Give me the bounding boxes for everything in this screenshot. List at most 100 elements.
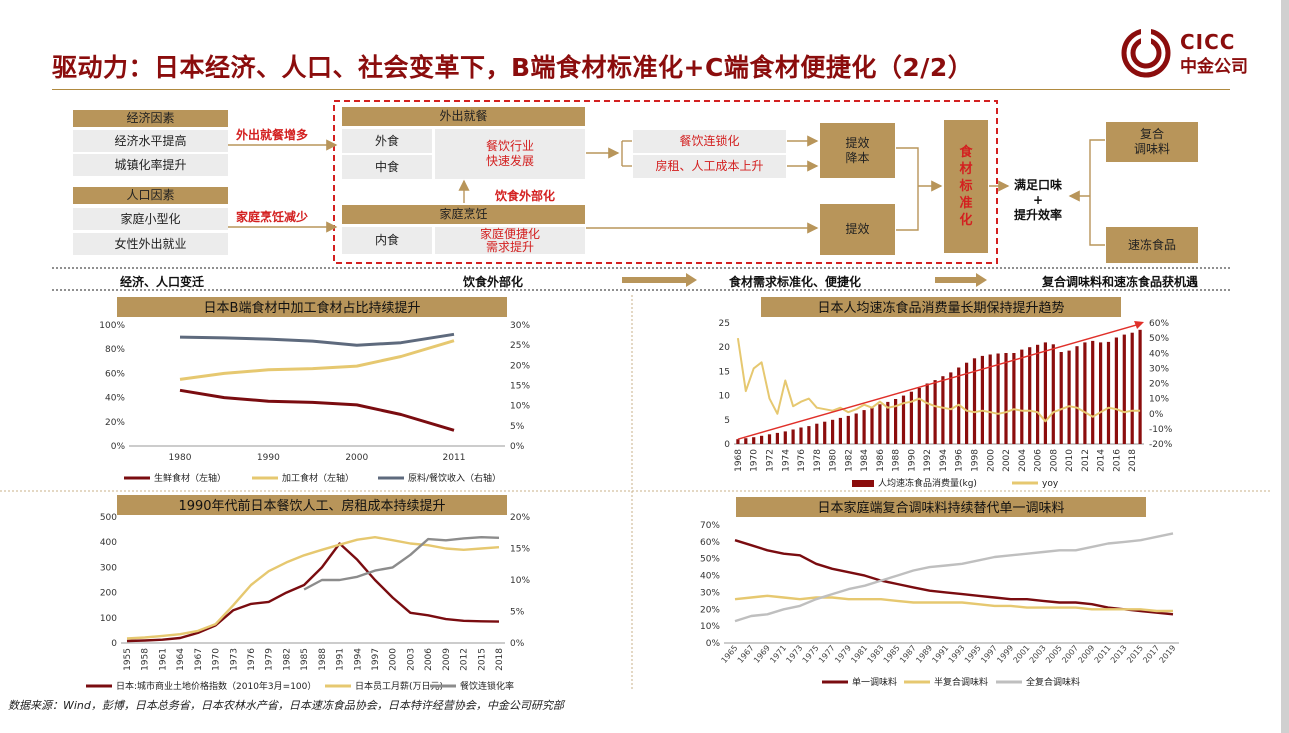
std-c5: 化 — [959, 213, 973, 228]
y2-tick-label: 20% — [1149, 380, 1169, 390]
trend-arrowhead — [1134, 320, 1145, 329]
trend-line — [737, 323, 1141, 440]
outsourcing-label: 饮食外部化 — [495, 189, 556, 203]
x-tick-label: 1955 — [123, 648, 133, 671]
chart-title-bg — [117, 297, 507, 317]
chart-frozen-food-consumption: 日本人均速冻食品消费量长期保持提升趋势 0 5 10 15 20 25 -20% -10% 0% 1… — [719, 297, 1173, 489]
bar — [862, 410, 866, 444]
x-tick-label: 2000 — [345, 453, 368, 463]
dining-effect-line1: 餐饮行业 — [485, 139, 534, 153]
x-tick-label: 1980 — [829, 449, 839, 472]
y2-tick-label: 5% — [510, 422, 525, 432]
y-tick-label: 0% — [706, 639, 721, 649]
series-line — [734, 532, 1174, 623]
bar — [1020, 349, 1024, 444]
x-tick-label: 1961 — [158, 648, 168, 671]
x-tick-label: 1987 — [898, 644, 918, 665]
x-tick-label: 2011 — [1093, 644, 1113, 665]
x-tick-label: 1991 — [336, 648, 346, 671]
y-tick-label: 70% — [700, 521, 720, 531]
bar — [767, 434, 772, 444]
y-tick-label: 500 — [100, 513, 117, 523]
y-tick-label: 50% — [700, 555, 720, 565]
y-tick-label: 20 — [719, 343, 731, 353]
y2-tick-label: 40% — [1149, 349, 1169, 359]
bar — [807, 426, 811, 444]
x-tick-label: 2006 — [1034, 449, 1044, 472]
x-tick-label: 1991 — [930, 644, 950, 665]
x-tick-label: 2006 — [424, 648, 434, 671]
x-tick-label: 1964 — [176, 648, 186, 671]
bar — [941, 376, 945, 444]
bar — [886, 401, 890, 444]
page-title: 驱动力：日本经济、人口、社会变革下，B端食材标准化+C端食材便捷化（2/2） — [52, 53, 974, 82]
y-tick-label: 400 — [100, 538, 117, 548]
flow-label-1: 经济、人口变迁 — [120, 275, 205, 289]
bar — [1059, 352, 1063, 444]
x-tick-label: 2019 — [1158, 644, 1178, 665]
title-underline — [52, 89, 1230, 90]
legend-label: 全复合调味料 — [1026, 676, 1080, 688]
x-tick-label: 1970 — [750, 449, 760, 472]
series-line — [179, 388, 455, 432]
series-line — [126, 542, 500, 643]
x-tick-label: 2016 — [1112, 449, 1122, 472]
x-tick-label: 1990 — [907, 449, 917, 472]
y2-tick-label: 10% — [510, 402, 530, 412]
x-tick-label: 1978 — [813, 449, 823, 472]
series-line — [734, 539, 1174, 616]
compound-seasoning-box: 复合 调味料 — [1106, 122, 1198, 162]
chart-processed-food-share: 日本B端食材中加工食材占比持续提升 0% 20% 40% 60% 80% 100% 0% 5% 1… — [99, 297, 530, 484]
bar — [870, 407, 874, 444]
arrow-label-home-cooking: 家庭烹饪减少 — [236, 210, 309, 224]
x-tick-label: 1990 — [257, 453, 280, 463]
x-tick-label: 1965 — [720, 644, 740, 665]
x-tick-label: 1970 — [212, 648, 222, 671]
x-tick-label: 1981 — [849, 644, 869, 665]
bar — [925, 383, 929, 444]
y-tick-label: 60% — [105, 369, 125, 379]
legend-label: 日本:城市商业土地价格指数（2010年3月=100） — [116, 680, 316, 692]
x-tick-label: 1984 — [860, 449, 870, 472]
x-tick-label: 1973 — [229, 648, 239, 671]
legend-label: 日本员工月薪(万日元) — [355, 680, 443, 692]
y-tick-label: 100% — [99, 321, 125, 331]
x-tick-label: 2008 — [1049, 449, 1059, 472]
x-tick-label: 1976 — [247, 648, 257, 671]
chart-seasoning-substitution: 日本家庭端复合调味料持续替代单一调味料 0% 10% 20% 30% 40% 50% 60% 7… — [700, 497, 1179, 688]
y2-tick-label: -20% — [1149, 440, 1173, 450]
bar — [1106, 341, 1111, 444]
x-tick-label: 2010 — [1065, 449, 1075, 472]
x-tick-label: 2017 — [1141, 644, 1161, 665]
bar — [744, 438, 748, 444]
x-tick-label: 1994 — [939, 449, 949, 472]
std-c2: 材 — [959, 162, 973, 177]
y2-tick-label: 10% — [1149, 395, 1169, 405]
source-note: 数据来源：Wind，彭博，日本总务省，日本农林水产省，日本速冻食品协会，日本特许… — [8, 699, 564, 712]
y2-tick-label: 20% — [510, 361, 530, 371]
std-c1: 食 — [959, 145, 973, 160]
y-tick-label: 100 — [100, 614, 117, 624]
x-tick-label: 1967 — [194, 648, 204, 671]
cicc-logo-icon — [1121, 28, 1171, 78]
yoy-line — [736, 337, 1141, 423]
x-tick-label: 1996 — [955, 449, 965, 472]
x-tick-label: 2012 — [460, 648, 470, 671]
satisfy-line3: 提升效率 — [1013, 207, 1062, 222]
x-tick-label: 1972 — [765, 449, 775, 472]
x-tick-label: 2000 — [389, 648, 399, 671]
bar — [815, 423, 819, 444]
x-tick-label: 1992 — [923, 449, 933, 472]
bar — [980, 355, 984, 444]
x-tick-label: 1969 — [752, 644, 772, 665]
logo-cn: 中金公司 — [1180, 57, 1248, 77]
chart-restaurant-costs: 1990年代前日本餐饮人工、房租成本持续提升 0 100 200 300 400 500 0%… — [86, 495, 530, 692]
bar — [909, 391, 913, 444]
legend-label: 原料/餐饮收入（右轴） — [408, 472, 501, 484]
bar — [775, 432, 779, 444]
dining-item-2: 中食 — [342, 155, 432, 179]
bar — [846, 415, 850, 444]
x-tick-label: 2002 — [1002, 449, 1012, 472]
bar — [1012, 353, 1016, 444]
x-tick-label: 1980 — [169, 453, 192, 463]
